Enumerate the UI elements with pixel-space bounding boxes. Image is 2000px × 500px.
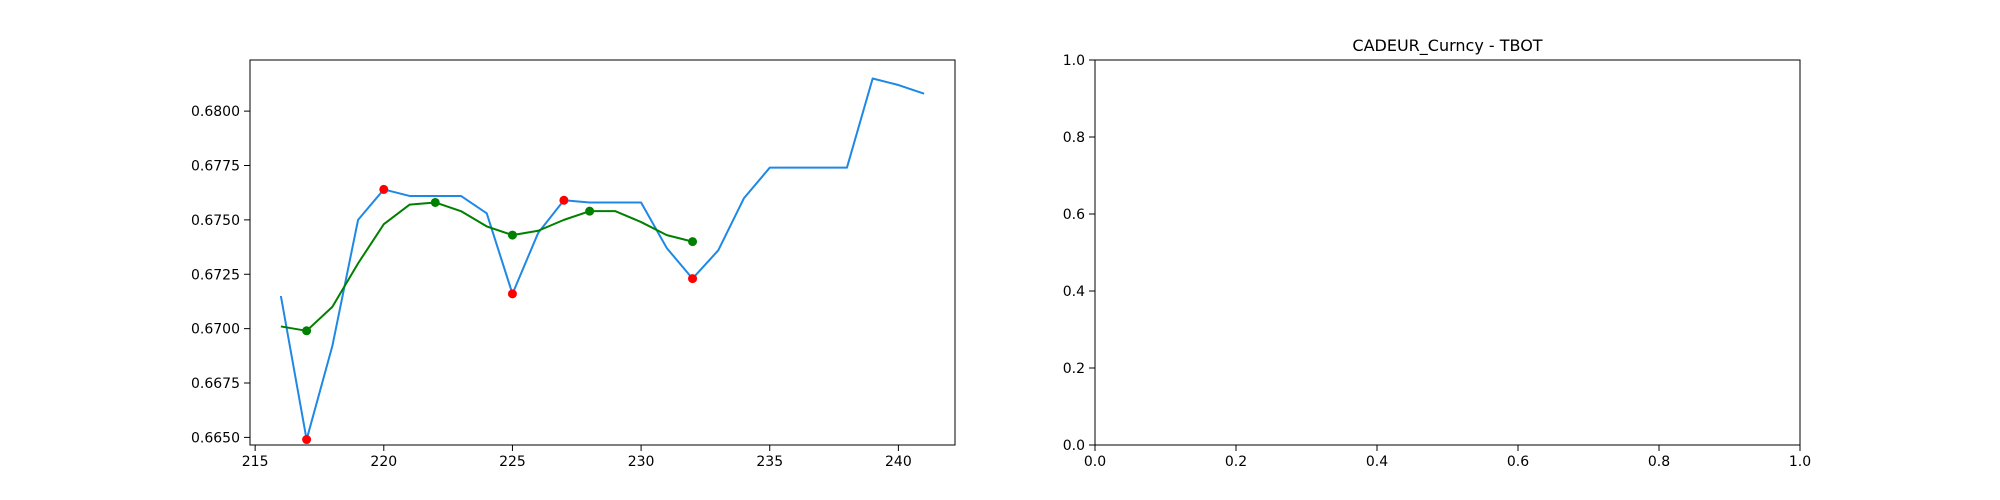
left-x-tick-label: 230 — [628, 454, 655, 470]
right-y-tick-label: 0.8 — [1063, 130, 1085, 146]
left-y-tick-label: 0.6700 — [191, 322, 240, 338]
left-series-2-point — [302, 435, 312, 445]
left-series-1-line — [280, 201, 693, 332]
right-y-tick-label: 1.0 — [1063, 53, 1085, 69]
right-axes-frame — [1094, 59, 1801, 446]
left-series-2-point — [507, 289, 517, 299]
left-series-3-point — [688, 237, 698, 247]
right-y-tick-label: 0.2 — [1063, 361, 1085, 377]
left-y-axis: 0.6650 0.6675 0.6700 0.6725 0.6750 0.6775 0.68… — [191, 104, 250, 446]
right-x-tick-label: 0.8 — [1648, 454, 1670, 470]
left-x-tick-label: 240 — [885, 454, 912, 470]
right-x-tick-label: 0.0 — [1084, 454, 1106, 470]
right-y-tick-label: 0.6 — [1063, 207, 1085, 223]
left-x-tick-label: 220 — [370, 454, 397, 470]
left-y-tick-label: 0.6800 — [191, 104, 240, 120]
left-axes-frame — [249, 59, 956, 446]
right-axes: CADEUR_Curncy - TBOT 0.0 0.2 0.4 0.6 0.8 1.0 … — [1063, 36, 1811, 470]
left-y-tick-label: 0.6725 — [191, 267, 240, 283]
left-x-tick-label: 225 — [499, 454, 526, 470]
left-series-3-point — [507, 230, 517, 240]
right-axes-title: CADEUR_Curncy - TBOT — [1352, 36, 1542, 56]
left-series-3-point — [302, 326, 312, 336]
right-x-tick-label: 0.4 — [1366, 454, 1388, 470]
left-series-3-point — [585, 206, 595, 216]
left-series-2-point — [559, 195, 569, 205]
left-y-tick-label: 0.6775 — [191, 158, 240, 174]
left-series-2-point — [379, 184, 389, 194]
left-series-2-point — [688, 274, 698, 284]
left-y-tick-label: 0.6650 — [191, 430, 240, 446]
left-series-3-point — [430, 197, 440, 207]
right-y-tick-label: 0.0 — [1063, 438, 1085, 454]
left-x-tick-label: 235 — [756, 454, 783, 470]
right-y-tick-label: 0.4 — [1063, 284, 1085, 300]
left-plot-area — [279, 77, 925, 445]
left-y-tick-label: 0.6675 — [191, 376, 240, 392]
right-x-tick-label: 1.0 — [1789, 454, 1811, 470]
right-y-axis: 0.0 0.2 0.4 0.6 0.8 1.0 — [1063, 53, 1095, 454]
right-x-tick-label: 0.2 — [1225, 454, 1247, 470]
left-y-tick-label: 0.6750 — [191, 213, 240, 229]
right-x-tick-label: 0.6 — [1507, 454, 1529, 470]
left-axes: 215 220 225 230 235 240 0.66500.66750.67000.6… — [191, 59, 956, 470]
right-x-axis: 0.0 0.2 0.4 0.6 0.8 1.0 — [1084, 445, 1811, 470]
left-x-tick-label: 215 — [242, 454, 269, 470]
left-x-axis: 215 220 225 230 235 240 — [242, 445, 912, 470]
